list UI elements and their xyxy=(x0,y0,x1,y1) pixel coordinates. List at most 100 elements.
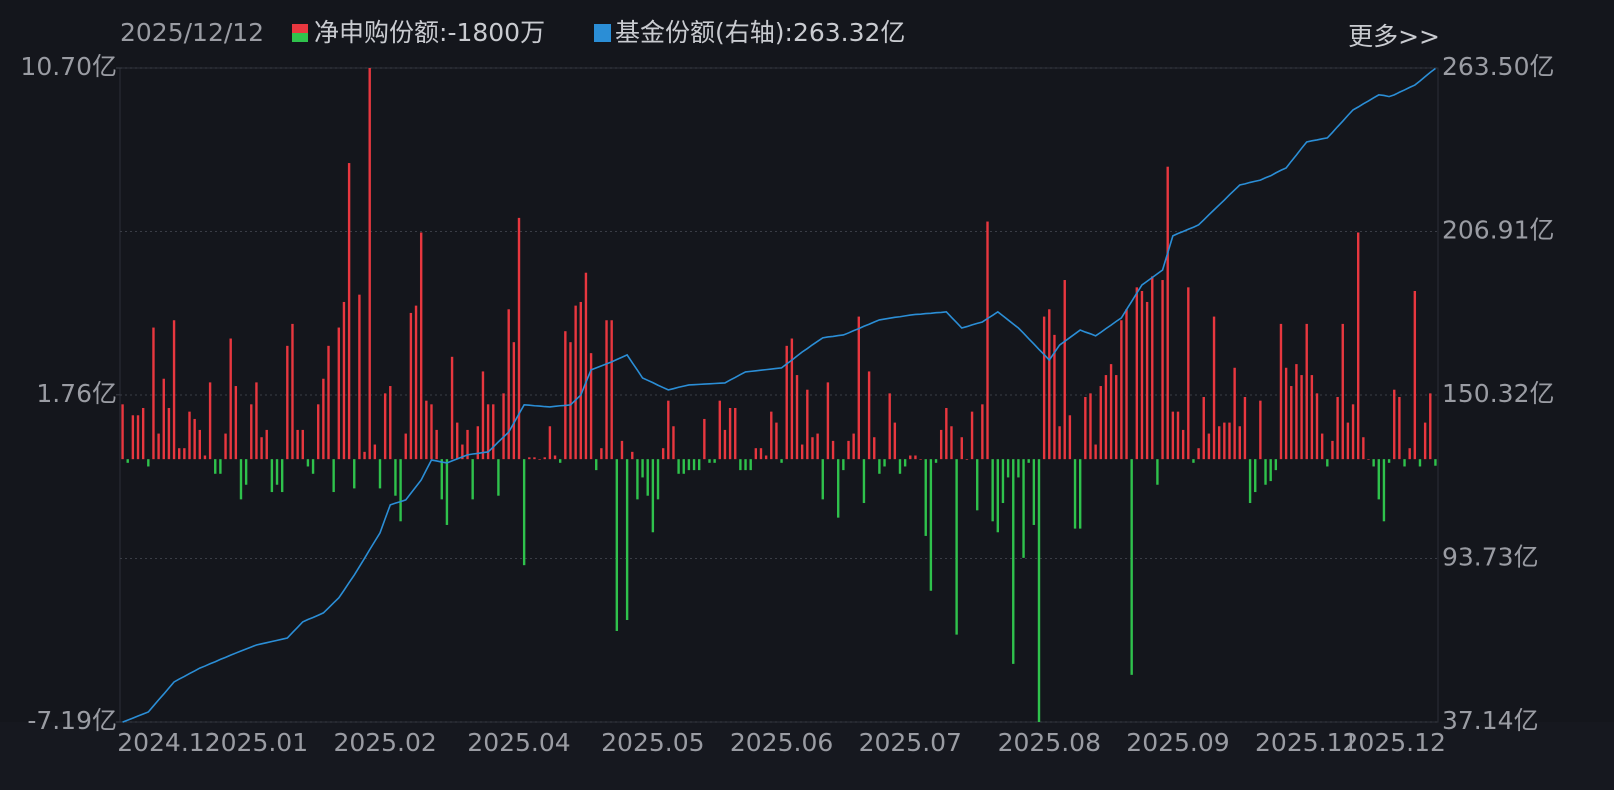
bar xyxy=(1202,397,1205,460)
bar xyxy=(1135,287,1139,460)
bar xyxy=(878,459,881,474)
bar xyxy=(1140,290,1144,460)
bar xyxy=(1161,280,1164,460)
bar xyxy=(929,459,933,591)
bar xyxy=(270,459,274,493)
x-tick-label: 2025.08 xyxy=(998,728,1101,757)
bar xyxy=(770,411,773,460)
bar xyxy=(1228,422,1231,460)
bar xyxy=(162,378,165,460)
legend-swatch-down xyxy=(292,33,308,42)
bar xyxy=(507,309,510,460)
more-link[interactable]: 更多>> xyxy=(1348,22,1440,51)
bar xyxy=(1115,375,1118,460)
bar xyxy=(847,440,850,460)
bar xyxy=(1151,276,1154,460)
bar xyxy=(445,459,449,525)
bar xyxy=(255,382,258,460)
bar xyxy=(224,433,227,460)
bar xyxy=(409,312,413,460)
bar xyxy=(831,440,835,460)
bar xyxy=(713,459,716,463)
legend-value: :-1800万 xyxy=(439,18,545,47)
bar xyxy=(1073,459,1077,529)
bar xyxy=(1315,393,1319,460)
x-tick-label: 2025.01 xyxy=(205,728,308,757)
bar xyxy=(296,429,299,460)
bar xyxy=(1279,323,1283,460)
bar xyxy=(183,448,186,460)
bar xyxy=(1387,459,1391,463)
bar xyxy=(734,407,737,460)
bar xyxy=(1171,411,1175,460)
bar xyxy=(167,407,171,460)
bar xyxy=(1341,323,1344,460)
bar xyxy=(301,429,304,460)
bar xyxy=(842,459,845,471)
bar xyxy=(1001,459,1005,504)
bar xyxy=(1418,459,1422,467)
bar xyxy=(517,217,521,460)
legend-name: 净申购份额 xyxy=(314,18,439,47)
bar xyxy=(1006,459,1010,478)
bar xyxy=(1181,429,1185,460)
bar xyxy=(584,272,588,460)
bar xyxy=(687,459,691,471)
bar xyxy=(1120,320,1123,460)
bar xyxy=(1078,459,1082,529)
bar xyxy=(1063,280,1066,460)
bar xyxy=(502,393,505,460)
bar xyxy=(1243,397,1247,460)
bar xyxy=(327,345,330,460)
bar xyxy=(744,459,747,471)
bar xyxy=(466,429,469,460)
bar xyxy=(1248,459,1252,504)
bar xyxy=(337,327,341,460)
bar xyxy=(1356,232,1360,460)
bar xyxy=(1187,287,1190,460)
bar xyxy=(378,459,382,489)
bar xyxy=(1125,309,1128,460)
bar xyxy=(970,411,974,460)
bar xyxy=(1053,334,1056,460)
bar xyxy=(450,356,454,460)
bar xyxy=(522,459,526,566)
bar xyxy=(615,459,619,631)
bar xyxy=(198,429,202,460)
bar xyxy=(275,459,279,485)
bar xyxy=(471,459,474,500)
bar xyxy=(1130,459,1133,675)
bar xyxy=(909,455,912,460)
bar xyxy=(862,459,866,504)
bar xyxy=(1084,397,1087,460)
bar xyxy=(389,386,392,460)
x-tick-label: 2025.06 xyxy=(730,728,833,757)
bar xyxy=(126,459,129,463)
y2-tick-label: 37.14亿 xyxy=(1442,706,1539,735)
bar xyxy=(203,455,207,460)
bar xyxy=(1362,437,1365,460)
bar xyxy=(1042,316,1046,460)
bar xyxy=(852,433,855,460)
bar xyxy=(229,338,232,460)
bar xyxy=(1238,426,1241,460)
bar xyxy=(1104,375,1108,460)
bar xyxy=(1089,393,1092,460)
bar xyxy=(558,459,562,463)
bar xyxy=(214,459,217,474)
bar xyxy=(703,418,706,460)
bar xyxy=(311,459,315,474)
bar xyxy=(476,426,480,460)
bar xyxy=(1012,459,1015,664)
bar xyxy=(347,163,351,460)
bar xyxy=(1264,459,1267,485)
date: 2025/12/12 xyxy=(120,18,264,47)
x-tick-label: 2024.12 xyxy=(117,728,220,757)
bar xyxy=(991,459,994,522)
bar xyxy=(512,342,516,460)
bar xyxy=(152,327,155,460)
bar xyxy=(481,371,485,460)
bar xyxy=(996,459,1000,533)
bar xyxy=(548,426,552,460)
